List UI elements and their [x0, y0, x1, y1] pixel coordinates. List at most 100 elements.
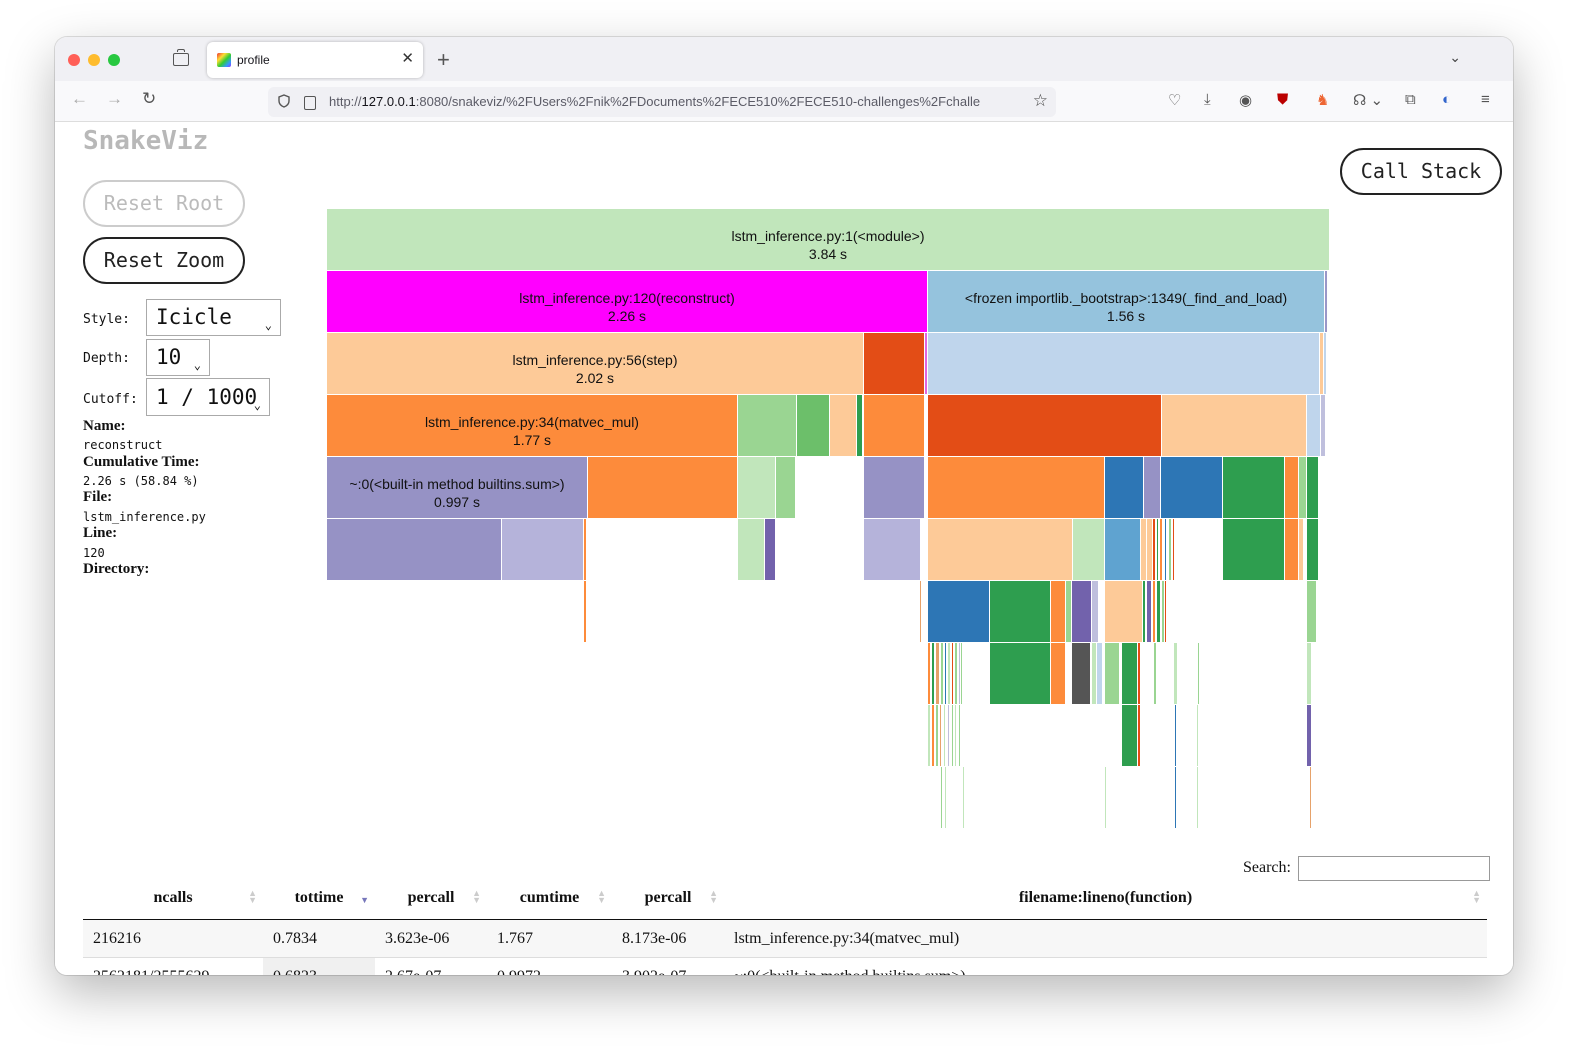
search-input[interactable]: [1298, 856, 1490, 881]
flame-block[interactable]: [959, 643, 961, 705]
account-icon[interactable]: ◉: [1239, 92, 1253, 109]
cutoff-select[interactable]: 1 / 1000 ⌄: [146, 378, 270, 416]
maximize-window-button[interactable]: [108, 54, 120, 66]
flame-block[interactable]: [952, 705, 954, 767]
flame-block[interactable]: [327, 519, 502, 581]
headphones-icon[interactable]: ☊ ⌄: [1353, 92, 1384, 109]
flame-block[interactable]: [1147, 519, 1153, 581]
flame-block[interactable]: [1157, 581, 1161, 643]
flame-block[interactable]: [928, 581, 990, 643]
flame-block[interactable]: [925, 333, 928, 395]
flame-block-5[interactable]: ~:0(<built-in method builtins.sum>) 0.997…: [327, 457, 588, 519]
flame-block[interactable]: [928, 519, 1073, 581]
column-header-tottime[interactable]: tottime ▼: [263, 877, 375, 920]
flame-block[interactable]: [1092, 643, 1097, 705]
flame-block[interactable]: [1122, 643, 1138, 705]
flame-block[interactable]: [1197, 705, 1199, 767]
flame-block[interactable]: [1174, 643, 1178, 705]
flame-block[interactable]: [1175, 767, 1177, 829]
reset-zoom-button[interactable]: Reset Zoom: [83, 237, 245, 284]
flame-block[interactable]: [936, 643, 940, 705]
flame-block[interactable]: [1105, 581, 1143, 643]
reset-root-button[interactable]: Reset Root: [83, 180, 245, 227]
flame-block[interactable]: [928, 705, 931, 767]
flame-block[interactable]: [1138, 705, 1141, 767]
flame-block[interactable]: [936, 705, 939, 767]
bookmark-star-icon[interactable]: ☆: [1032, 91, 1048, 110]
flame-block[interactable]: [588, 457, 738, 519]
flame-block-4[interactable]: lstm_inference.py:34(matvec_mul) 1.77 s: [327, 395, 738, 457]
flame-block[interactable]: [1173, 519, 1175, 581]
flame-block[interactable]: [932, 705, 935, 767]
flame-block[interactable]: [1165, 581, 1167, 643]
flame-block[interactable]: [502, 519, 584, 581]
flame-block[interactable]: [1307, 581, 1317, 643]
flame-block[interactable]: [1072, 581, 1092, 643]
flame-block[interactable]: [1307, 643, 1312, 705]
flame-block[interactable]: [1165, 519, 1167, 581]
flame-block[interactable]: [1162, 395, 1307, 457]
flame-block[interactable]: [941, 643, 944, 705]
flame-block[interactable]: [948, 643, 951, 705]
flame-block[interactable]: [961, 643, 963, 705]
flame-block[interactable]: [864, 395, 925, 457]
flame-block[interactable]: [945, 643, 947, 705]
flame-block-0[interactable]: lstm_inference.py:1(<module>) 3.84 s: [327, 209, 1330, 271]
list-tabs-chevron-icon[interactable]: ⌄: [1449, 49, 1461, 65]
pocket-icon[interactable]: ♡: [1168, 92, 1182, 109]
flame-block[interactable]: [945, 767, 947, 829]
flame-block[interactable]: [928, 395, 1162, 457]
flame-block[interactable]: [951, 767, 952, 829]
flame-block-2[interactable]: <frozen importlib._bootstrap>:1349(_find…: [928, 271, 1325, 333]
flame-block[interactable]: [1157, 519, 1159, 581]
flame-block[interactable]: [1051, 643, 1066, 705]
flame-block[interactable]: [1161, 457, 1223, 519]
ublock-icon[interactable]: ⛊: [1277, 91, 1289, 108]
flame-block[interactable]: [1147, 581, 1152, 643]
flame-block[interactable]: [1320, 333, 1324, 395]
flame-block[interactable]: [776, 457, 796, 519]
flame-block[interactable]: [1153, 581, 1156, 643]
flame-block[interactable]: [1154, 643, 1157, 705]
column-header-percall-cum[interactable]: percall ▲ ▼: [612, 877, 724, 920]
flame-block[interactable]: [797, 395, 830, 457]
flame-block[interactable]: [1197, 767, 1199, 829]
flame-block[interactable]: [1321, 395, 1326, 457]
flame-block[interactable]: [1144, 457, 1161, 519]
flame-block[interactable]: [1299, 457, 1307, 519]
download-icon[interactable]: ⤓: [1204, 91, 1211, 108]
flame-block[interactable]: [1307, 705, 1312, 767]
reload-icon[interactable]: ↻: [142, 89, 157, 108]
flame-block[interactable]: [990, 581, 1051, 643]
flame-block[interactable]: [1153, 519, 1156, 581]
flame-block[interactable]: [1285, 519, 1299, 581]
flame-block[interactable]: [857, 395, 863, 457]
flame-block[interactable]: [864, 333, 925, 395]
flame-block[interactable]: [920, 581, 922, 643]
flame-block[interactable]: [738, 457, 776, 519]
address-bar[interactable]: http://127.0.0.1:8080/snakeviz/%2FUsers%…: [268, 87, 1056, 117]
icicle-chart[interactable]: lstm_inference.py:1(<module>) 3.84 s lstm_…: [327, 209, 1337, 833]
flame-block[interactable]: [952, 643, 954, 705]
flame-block[interactable]: [1105, 457, 1144, 519]
extension-fox-icon[interactable]: ♞: [1316, 92, 1330, 109]
flame-block[interactable]: [1307, 395, 1321, 457]
flame-block[interactable]: [738, 395, 797, 457]
flame-block[interactable]: [1105, 767, 1107, 829]
shield-icon[interactable]: [278, 94, 290, 108]
flame-block[interactable]: [584, 581, 587, 643]
flame-block[interactable]: [928, 457, 1105, 519]
flame-block[interactable]: [1198, 643, 1200, 705]
flame-block[interactable]: [955, 705, 957, 767]
flame-block[interactable]: [1072, 643, 1091, 705]
flame-block[interactable]: [1138, 643, 1141, 705]
flame-block[interactable]: [1066, 581, 1072, 643]
flame-block[interactable]: [955, 643, 958, 705]
flame-block[interactable]: [1325, 271, 1328, 333]
close-tab-icon[interactable]: ✕: [401, 50, 414, 67]
url-text[interactable]: http://127.0.0.1:8080/snakeviz/%2FUsers%…: [329, 94, 981, 109]
flame-block[interactable]: [584, 519, 587, 581]
flame-block[interactable]: [1310, 767, 1312, 829]
minimize-window-button[interactable]: [88, 54, 100, 66]
extensions-icon[interactable]: ⧉: [1405, 91, 1416, 108]
